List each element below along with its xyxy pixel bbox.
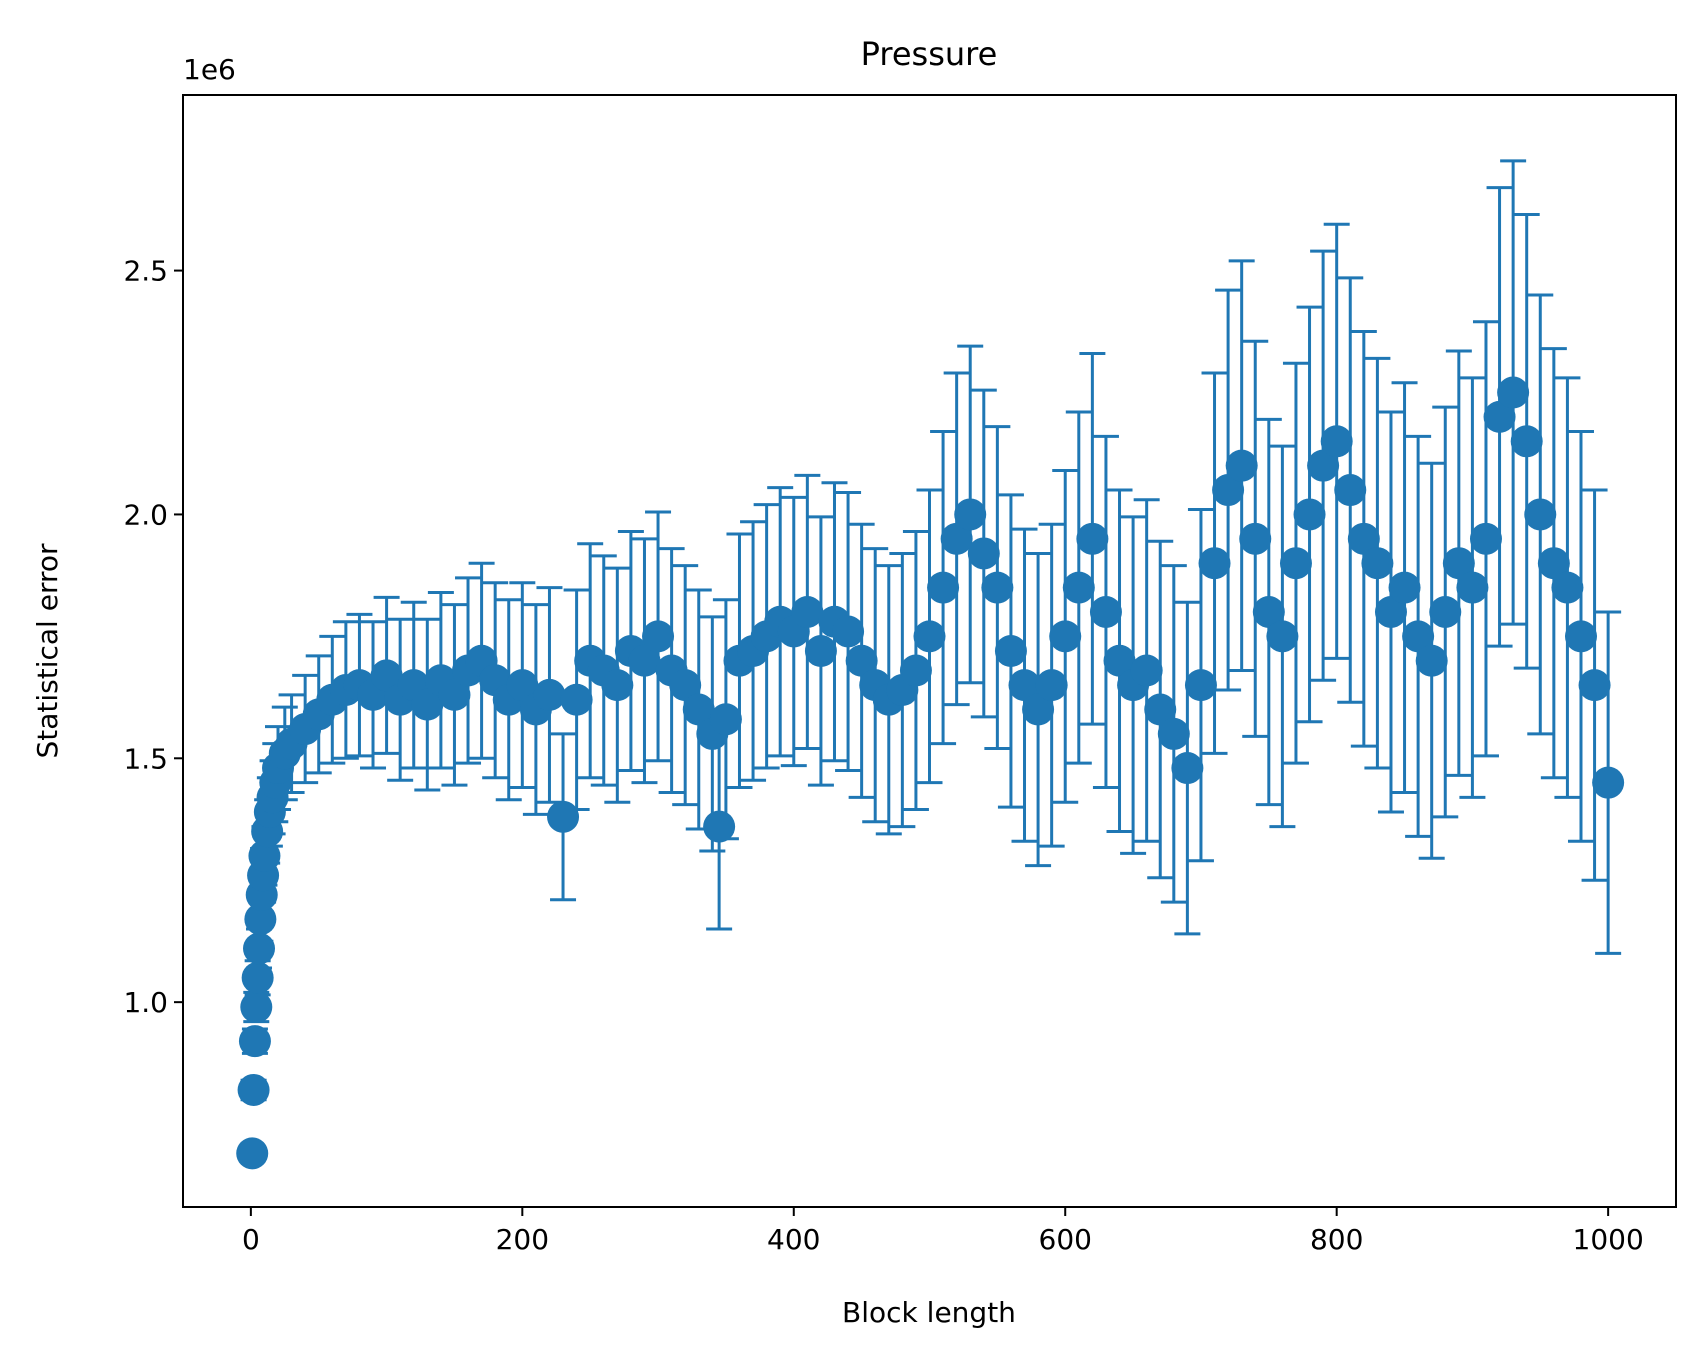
data-point — [1198, 547, 1231, 580]
y-axis: 1.0 1.5 2.0 2.5 — [123, 255, 183, 1019]
data-point — [1239, 522, 1272, 555]
y-tick-label: 2.0 — [123, 498, 168, 531]
data-point — [1035, 669, 1068, 702]
data-point — [1483, 400, 1516, 433]
y-tick-label: 2.5 — [123, 255, 168, 288]
data-point — [1537, 547, 1570, 580]
data-point — [1049, 620, 1082, 653]
data-point — [601, 669, 634, 702]
data-point — [533, 678, 566, 711]
data-point — [1225, 449, 1258, 482]
data-point — [791, 595, 824, 628]
data-point — [913, 620, 946, 653]
data-point — [642, 620, 675, 653]
data-point — [1361, 547, 1394, 580]
data-point — [682, 693, 715, 726]
data-point — [927, 571, 960, 604]
data-point — [669, 669, 702, 702]
data-point — [1089, 595, 1122, 628]
data-point — [547, 800, 580, 833]
x-tick-label: 0 — [242, 1223, 260, 1256]
data-point — [1592, 766, 1625, 799]
data-point — [1184, 669, 1217, 702]
data-point — [411, 688, 444, 721]
data-point — [709, 703, 742, 736]
data-point — [1334, 474, 1367, 507]
data-point — [832, 615, 865, 648]
data-point — [506, 669, 539, 702]
data-point — [1279, 547, 1312, 580]
data-point — [1388, 571, 1421, 604]
data-point — [1456, 571, 1489, 604]
data-point — [1252, 595, 1285, 628]
data-point — [1307, 449, 1340, 482]
data-point — [244, 903, 277, 936]
data-point — [1293, 498, 1326, 531]
y-tick-label: 1.0 — [123, 986, 168, 1019]
data-point — [1171, 752, 1204, 785]
data-point — [560, 683, 593, 716]
data-point — [1130, 654, 1163, 687]
data-point — [994, 635, 1027, 667]
data-point — [967, 537, 1000, 570]
x-tick-label: 600 — [1039, 1223, 1092, 1256]
data-point — [940, 522, 973, 555]
data-point — [370, 659, 403, 692]
data-points — [236, 376, 1625, 1170]
data-point — [248, 839, 281, 872]
data-point — [954, 498, 987, 531]
data-point — [238, 1025, 271, 1058]
data-point — [1497, 376, 1530, 409]
data-point — [1551, 571, 1584, 604]
data-point — [1022, 693, 1055, 726]
data-point — [1469, 522, 1502, 555]
x-tick-label: 1000 — [1573, 1223, 1644, 1256]
data-point — [703, 810, 736, 843]
data-point — [1374, 595, 1407, 628]
data-point — [1157, 717, 1190, 750]
data-point — [804, 635, 837, 667]
data-point — [1442, 547, 1475, 580]
y-axis-offset-text: 1e6 — [183, 53, 236, 86]
data-point — [1103, 644, 1136, 677]
data-point — [241, 961, 274, 994]
data-point — [628, 644, 661, 677]
data-point — [1564, 620, 1597, 653]
data-point — [1578, 669, 1611, 702]
chart-title: Pressure — [861, 35, 998, 73]
data-point — [1415, 644, 1448, 677]
data-point — [1429, 595, 1462, 628]
data-point — [981, 571, 1014, 604]
data-point — [1076, 522, 1109, 555]
data-point — [1266, 620, 1299, 653]
y-axis-label: Statistical error — [31, 543, 64, 759]
data-point — [236, 1137, 269, 1170]
data-point — [1510, 425, 1543, 458]
data-point — [1320, 425, 1353, 458]
data-point — [1008, 669, 1041, 702]
data-point — [1144, 693, 1177, 726]
data-point — [1402, 620, 1435, 653]
data-point — [237, 1073, 270, 1106]
x-axis: 0 200 400 600 800 1000 — [242, 1207, 1644, 1256]
data-point — [899, 654, 932, 687]
x-axis-label: Block length — [842, 1296, 1016, 1329]
y-tick-label: 1.5 — [123, 742, 168, 775]
data-point — [240, 991, 273, 1024]
plot-frame — [182, 94, 1677, 1208]
data-point — [1062, 571, 1095, 604]
x-tick-label: 200 — [496, 1223, 549, 1256]
data-point — [243, 932, 276, 965]
data-point — [845, 644, 878, 677]
data-point — [438, 678, 471, 711]
data-point — [1212, 474, 1245, 507]
x-tick-label: 400 — [767, 1223, 820, 1256]
x-tick-label: 800 — [1310, 1223, 1363, 1256]
data-point — [1524, 498, 1557, 531]
data-point — [1347, 522, 1380, 555]
